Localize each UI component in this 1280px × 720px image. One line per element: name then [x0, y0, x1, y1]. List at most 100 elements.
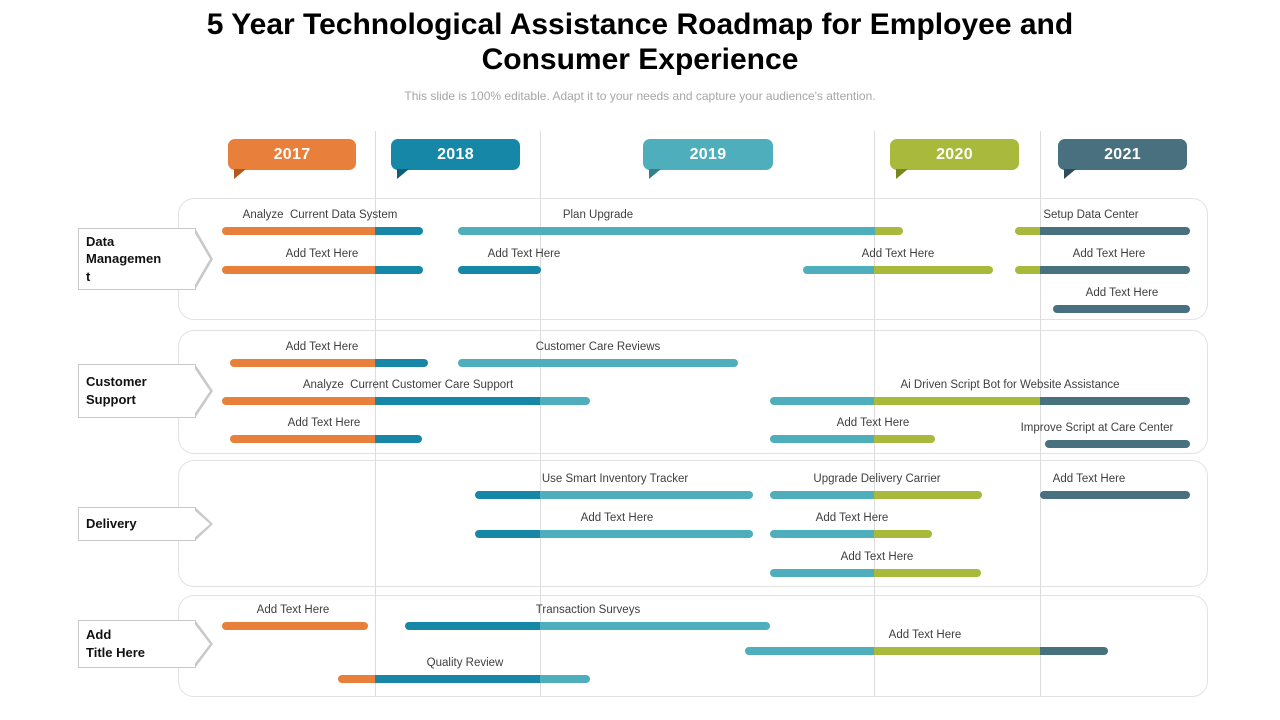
year-tab-tail	[649, 169, 661, 179]
row-container-add-title-here	[178, 595, 1208, 697]
roadmap-bar	[405, 622, 770, 630]
roadmap-bar-label: Quality Review	[426, 657, 504, 669]
roadmap-bar-segment	[458, 227, 875, 235]
year-tab-2019: 2019	[643, 139, 773, 170]
year-tab-tail	[397, 169, 409, 179]
roadmap-bar-label: Add Text Here	[840, 551, 914, 563]
roadmap-bar-label: Add Text Here	[285, 248, 359, 260]
roadmap-bar	[770, 491, 982, 499]
roadmap-bar-label: Add Text Here	[285, 341, 359, 353]
roadmap-bar	[458, 227, 903, 235]
roadmap-bar-label: Add Text Here	[287, 417, 361, 429]
roadmap-bar-segment	[770, 491, 874, 499]
roadmap-bar-label: Customer Care Reviews	[535, 341, 661, 353]
row-header-label: Customer Support	[86, 374, 147, 407]
roadmap-bar-segment	[745, 647, 874, 655]
roadmap-bar-segment	[375, 227, 423, 235]
roadmap-bar-label: Add Text Here	[815, 512, 889, 524]
roadmap-bar-label: Add Text Here	[1072, 248, 1146, 260]
roadmap-bar-segment	[1040, 266, 1190, 274]
roadmap-bar-segment	[803, 266, 874, 274]
roadmap-bar-segment	[375, 266, 423, 274]
year-tab-label: 2017	[273, 145, 311, 163]
roadmap-bar-segment	[375, 397, 540, 405]
year-tab-tail	[234, 169, 246, 179]
roadmap-bar	[1015, 266, 1190, 274]
roadmap-bar-segment	[1040, 397, 1190, 405]
roadmap-bar	[1040, 491, 1190, 499]
row-header-delivery: Delivery	[78, 507, 196, 541]
roadmap-bar-label: Add Text Here	[888, 629, 962, 641]
roadmap-bar-segment	[1015, 227, 1040, 235]
row-header-data-managemen-t: Data Managemen t	[78, 228, 196, 290]
roadmap-bar-segment	[375, 435, 422, 443]
roadmap-bar-segment	[1053, 305, 1190, 313]
roadmap-bar-label: Add Text Here	[580, 512, 654, 524]
roadmap-bar	[1045, 440, 1190, 448]
roadmap-bar-segment	[875, 227, 903, 235]
slide-subtitle: This slide is 100% editable. Adapt it to…	[404, 89, 876, 103]
roadmap-bar-segment	[405, 622, 540, 630]
roadmap-bar	[745, 647, 1108, 655]
row-header-customer-support: Customer Support	[78, 364, 196, 418]
roadmap-bar	[770, 569, 981, 577]
roadmap-bar	[770, 397, 1190, 405]
roadmap-bar	[475, 530, 753, 538]
timeline-gridline	[874, 131, 875, 696]
roadmap-bar-segment	[874, 435, 935, 443]
year-tab-2020: 2020	[890, 139, 1019, 170]
roadmap-bar-label: Ai Driven Script Bot for Website Assista…	[900, 379, 1120, 391]
roadmap-bar-segment	[1040, 647, 1108, 655]
year-tab-label: 2018	[437, 145, 474, 163]
year-tab-tail	[1064, 169, 1076, 179]
roadmap-bar-segment	[375, 675, 540, 683]
timeline-gridline	[1040, 131, 1041, 696]
roadmap-bar-label: Add Text Here	[256, 604, 330, 616]
roadmap-bar-segment	[770, 569, 874, 577]
roadmap-bar-segment	[874, 569, 981, 577]
roadmap-bar-segment	[540, 530, 753, 538]
roadmap-bar-segment	[458, 266, 541, 274]
roadmap-bar	[230, 359, 428, 367]
roadmap-bar-segment	[540, 675, 590, 683]
roadmap-bar	[222, 397, 590, 405]
row-header-add-title-here: Add Title Here	[78, 620, 196, 668]
roadmap-bar	[458, 266, 541, 274]
roadmap-bar-label: Add Text Here	[836, 417, 910, 429]
roadmap-bar-segment	[458, 359, 738, 367]
roadmap-bar-segment	[222, 622, 368, 630]
roadmap-bar-segment	[222, 227, 375, 235]
roadmap-bar-label: Plan Upgrade	[562, 209, 634, 221]
row-header-label: Delivery	[86, 516, 137, 532]
year-tab-label: 2019	[689, 145, 727, 163]
roadmap-bar-label: Add Text Here	[1052, 473, 1126, 485]
roadmap-bar	[222, 227, 423, 235]
roadmap-bar-segment	[1045, 440, 1190, 448]
roadmap-bar-segment	[375, 359, 428, 367]
roadmap-bar-segment	[1015, 266, 1040, 274]
year-tab-2021: 2021	[1058, 139, 1187, 170]
roadmap-bar-label: Add Text Here	[487, 248, 561, 260]
roadmap-bar	[1053, 305, 1190, 313]
roadmap-bar-segment	[230, 359, 375, 367]
roadmap-bar-segment	[770, 397, 874, 405]
row-header-label: Data Managemen t	[86, 233, 162, 284]
roadmap-bar-label: Upgrade Delivery Carrier	[813, 473, 941, 485]
roadmap-bar-segment	[874, 530, 932, 538]
roadmap-bar-label: Analyze Current Data System	[242, 209, 398, 221]
row-header-label: Add Title Here	[86, 627, 146, 660]
timeline-gridline	[375, 131, 376, 696]
roadmap-bar-label: Setup Data Center	[1043, 209, 1139, 221]
roadmap-bar-segment	[874, 491, 982, 499]
roadmap-bar-segment	[222, 397, 375, 405]
roadmap-bar-segment	[874, 397, 1040, 405]
roadmap-bar-segment	[770, 530, 874, 538]
roadmap-bar-segment	[540, 491, 753, 499]
roadmap-bar-segment	[540, 397, 590, 405]
roadmap-bar	[1015, 227, 1190, 235]
roadmap-bar	[338, 675, 590, 683]
year-tab-label: 2021	[1104, 145, 1141, 163]
roadmap-bar-label: Add Text Here	[1085, 287, 1159, 299]
